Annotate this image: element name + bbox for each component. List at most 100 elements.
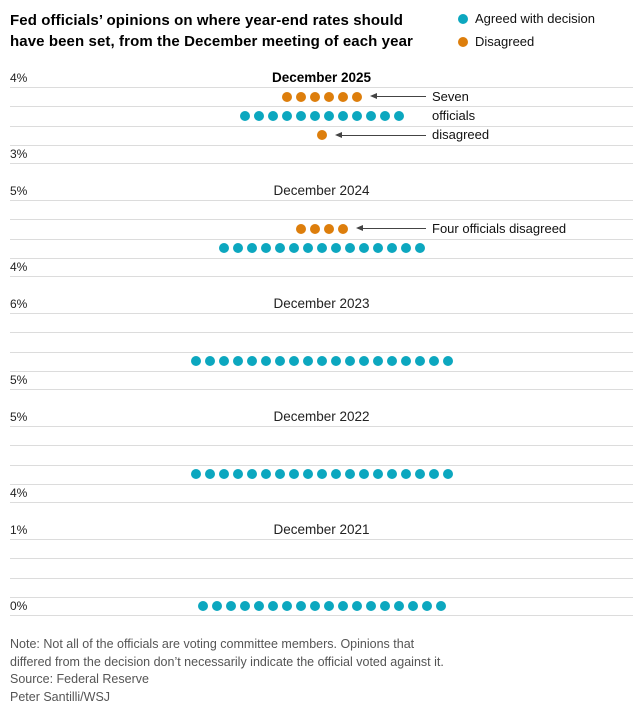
panel-title: December 2021: [273, 522, 370, 537]
agreed-dot: [379, 110, 390, 121]
annotation-text-line: Seven: [432, 89, 469, 105]
agreed-dot: [316, 469, 327, 480]
agreed-dot: [428, 356, 439, 367]
arrow-head-icon: [369, 93, 377, 100]
panel-plot: 5%: [10, 313, 633, 390]
agreed-dot: [309, 110, 320, 121]
agreed-dot: [218, 356, 229, 367]
agreed-dot: [351, 601, 362, 612]
agreed-dot: [435, 601, 446, 612]
gridline: [10, 125, 633, 127]
agreed-dot: [372, 243, 383, 254]
disagreed-dot-row: [10, 223, 633, 234]
agreed-dot: [407, 601, 418, 612]
agreed-dot: [239, 601, 250, 612]
gridline: [10, 219, 633, 221]
y-axis-min-label: 4%: [10, 260, 30, 274]
gridline: [10, 144, 633, 146]
agreed-dot: [442, 356, 453, 367]
agreed-dot: [400, 469, 411, 480]
agreed-dot: [442, 469, 453, 480]
agreed-dot: [274, 469, 285, 480]
agreed-dot: [372, 356, 383, 367]
y-axis-min-label: 5%: [10, 373, 30, 387]
agreed-dot: [204, 469, 215, 480]
agreed-dot: [232, 356, 243, 367]
panel-title: December 2023: [273, 296, 370, 311]
agreed-dot: [190, 469, 201, 480]
agreed-dot: [365, 110, 376, 121]
agreed-dot: [386, 356, 397, 367]
agreed-dot-row: [10, 243, 633, 254]
annotation-arrow: [369, 93, 426, 100]
gridline: [10, 313, 633, 314]
agreed-dot: [260, 469, 271, 480]
chart-title: Fed officials’ opinions on where year-en…: [10, 10, 448, 52]
agreed-dot: [274, 243, 285, 254]
agreed-dot: [316, 356, 327, 367]
y-axis-max-label: 4%: [10, 71, 28, 85]
gridline: [10, 238, 633, 240]
agreed-dot: [421, 601, 432, 612]
agreed-dot: [253, 601, 264, 612]
disagreed-dot: [337, 223, 348, 234]
agreed-dot: [393, 110, 404, 121]
agreed-dot: [386, 243, 397, 254]
gridline: [10, 615, 633, 616]
panel-header: 6% December 2023: [10, 294, 633, 313]
agreed-dot: [267, 110, 278, 121]
disagreed-dot: [337, 91, 348, 102]
agreed-dot: [428, 469, 439, 480]
annotation-text-line: Four officials disagreed: [432, 221, 567, 237]
legend-item-disagreed: Disagreed: [458, 34, 595, 49]
agreed-dot: [379, 601, 390, 612]
disagreed-dot: [316, 130, 327, 141]
agreed-dot: [344, 243, 355, 254]
chart-title-line2: have been set, from the December meeting…: [10, 33, 413, 50]
agreed-dot: [295, 110, 306, 121]
annotation-arrow: [355, 225, 426, 232]
disagreed-dot: [323, 91, 334, 102]
arrow-head-icon: [334, 131, 342, 138]
agreed-dot: [330, 356, 341, 367]
panel-title: December 2022: [273, 409, 370, 424]
agreed-dot: [344, 356, 355, 367]
disagreed-dot-icon: [458, 36, 468, 47]
y-axis-min-label: 4%: [10, 486, 30, 500]
agreed-dot: [232, 469, 243, 480]
agreed-dot: [197, 601, 208, 612]
legend-label-disagreed: Disagreed: [475, 34, 535, 49]
agreed-dot: [295, 601, 306, 612]
agreed-dot: [260, 243, 271, 254]
source-line: Source: Federal Reserve: [10, 672, 149, 686]
panel-header: 1% December 2021: [10, 520, 633, 539]
panel-header: 5% December 2024: [10, 181, 633, 200]
y-axis-max-label: 5%: [10, 410, 28, 424]
y-axis-max-label: 1%: [10, 523, 28, 537]
agreed-dot: [302, 243, 313, 254]
chart-title-line1: Fed officials’ opinions on where year-en…: [10, 12, 403, 29]
gridline: [10, 558, 633, 560]
agreed-dot: [190, 356, 201, 367]
chart-panel: 5% December 2022 4%: [10, 407, 633, 503]
agreed-dot: [218, 243, 229, 254]
agreed-dot: [260, 356, 271, 367]
panel-header: 5% December 2022: [10, 407, 633, 426]
agreed-dot-row: [10, 110, 633, 121]
agreed-dot: [400, 243, 411, 254]
agreed-dot-row: [10, 601, 633, 612]
arrow-head-icon: [355, 225, 363, 232]
arrow-line: [340, 134, 426, 136]
chart-panel: 6% December 2023 5%: [10, 294, 633, 390]
agreed-dot: [211, 601, 222, 612]
agreed-dot: [323, 110, 334, 121]
agreed-dot: [309, 601, 320, 612]
agreed-dot: [344, 469, 355, 480]
panel-title: December 2024: [273, 183, 370, 198]
disagreed-dot-row: [10, 130, 633, 141]
agreed-dot: [372, 469, 383, 480]
agreed-dot: [288, 356, 299, 367]
gridline: [10, 502, 633, 503]
panel-header: 4% December 2025: [10, 68, 633, 87]
